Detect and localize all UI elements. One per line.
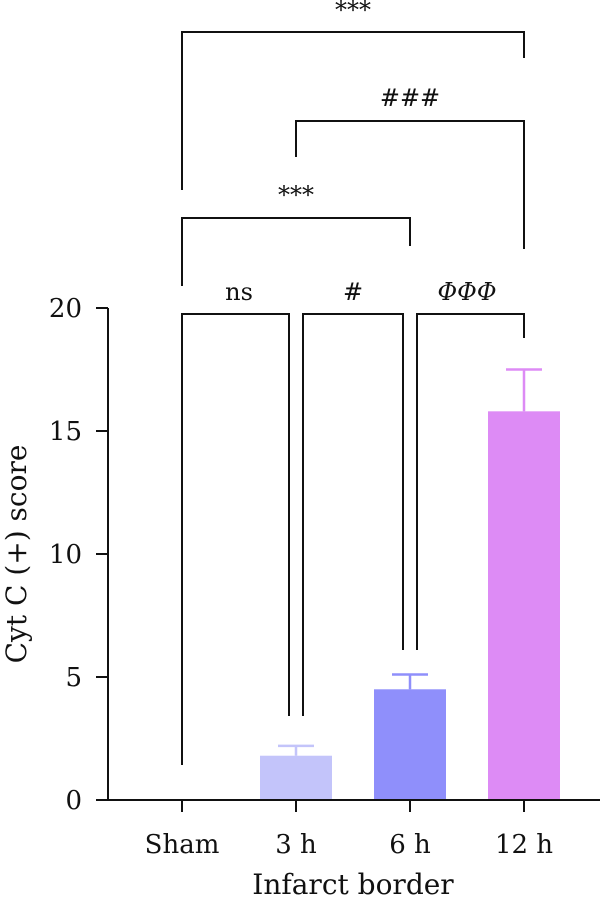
significance-label: ΦΦΦ	[437, 278, 496, 306]
significance-label: ###	[380, 84, 440, 112]
significance-label: ns	[225, 278, 253, 306]
y-axis-label: Cyt C (+) score	[0, 445, 33, 664]
bars-group	[260, 411, 560, 800]
significance-bracket	[181, 217, 411, 286]
error-bars-group	[278, 368, 542, 756]
x-tick-label: Sham	[145, 830, 220, 860]
bar	[374, 689, 446, 800]
significance-bracket	[181, 313, 290, 765]
x-ticks-group: Sham 3 h 6 h 12 h	[145, 800, 553, 860]
y-tick-label: 10	[49, 540, 82, 570]
significance-brackets: ns # ΦΦΦ *** ### ***	[181, 0, 525, 765]
significance-bracket	[416, 313, 525, 650]
bar	[260, 755, 332, 800]
significance-bracket	[295, 120, 525, 249]
y-ticks-group: 0 5 10 15 20	[49, 294, 108, 816]
significance-label: ***	[278, 181, 314, 209]
significance-label: ***	[335, 0, 371, 24]
significance-label: #	[343, 278, 363, 306]
significance-bracket	[181, 31, 525, 190]
y-tick-label: 5	[65, 663, 82, 693]
x-tick-label: 12 h	[495, 830, 553, 860]
y-tick-label: 0	[65, 786, 82, 816]
x-axis-label: Infarct border	[252, 868, 454, 901]
bar	[488, 411, 560, 800]
x-tick-label: 6 h	[389, 830, 431, 860]
y-tick-label: 20	[49, 294, 82, 324]
x-tick-label: 3 h	[275, 830, 317, 860]
y-tick-label: 15	[49, 417, 82, 447]
significance-bracket	[302, 313, 404, 716]
